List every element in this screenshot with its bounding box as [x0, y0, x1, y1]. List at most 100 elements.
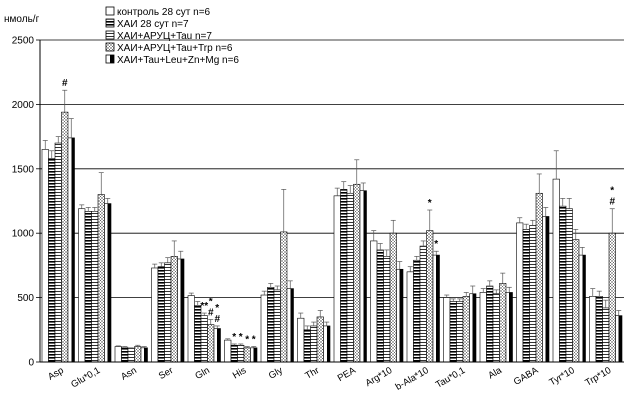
x-tick-label: Trp*10 [583, 365, 613, 389]
bar [250, 347, 258, 363]
x-tick-label: Tyr*10 [547, 365, 576, 388]
bar [140, 347, 148, 363]
bar [406, 271, 414, 363]
bar [230, 344, 238, 363]
significance-marker: * [232, 332, 236, 343]
bar [389, 232, 397, 363]
y-tick-label: 500 [17, 293, 34, 304]
bar [310, 325, 318, 363]
legend-swatch [105, 42, 115, 52]
bar [104, 203, 112, 363]
bar [486, 285, 494, 363]
error-bars [42, 89, 622, 349]
bar [97, 194, 105, 363]
bar [529, 225, 537, 363]
x-tick-label: Tau*0,1 [434, 365, 467, 391]
bar [187, 295, 195, 363]
bar [151, 267, 159, 363]
significance-marker: * [434, 239, 438, 250]
bar [449, 301, 457, 363]
y-tick-label: 1500 [12, 164, 35, 175]
legend-label: ХАИ+Tau+Leu+Zn+Mg n=6 [117, 55, 239, 66]
bar [207, 324, 215, 363]
y-tick-label: 2500 [12, 36, 35, 47]
legend-label: ХАИ+АРУЦ+Tau+Trp n=6 [117, 43, 233, 54]
bar [552, 178, 560, 363]
bars [41, 111, 623, 363]
significance-marker: * [215, 303, 219, 314]
bar [61, 111, 69, 363]
x-tick-label: GABA [512, 365, 541, 388]
bar [164, 262, 172, 363]
bar [273, 289, 281, 363]
x-tick-label: Asp [46, 365, 66, 383]
bar [522, 229, 530, 363]
bar [200, 315, 208, 363]
x-tick-label: His [231, 365, 249, 382]
bar [170, 256, 178, 363]
significance-marker: * [252, 335, 256, 346]
legend-swatch [105, 6, 115, 16]
bar [542, 216, 550, 363]
bar [194, 305, 202, 363]
bar [84, 211, 92, 363]
legend-swatch [105, 54, 115, 64]
bar [353, 183, 361, 363]
significance-marker: # [609, 197, 615, 208]
legend-swatch [105, 18, 115, 28]
bar [516, 222, 524, 363]
significance-marker: # [62, 78, 68, 89]
bar [608, 232, 616, 363]
bar [479, 292, 487, 363]
bar [578, 254, 586, 363]
bar [443, 297, 451, 363]
x-tick-label: Gln [193, 365, 211, 382]
bar [177, 258, 185, 363]
y-tick-label: 0 [28, 358, 34, 369]
bar [260, 294, 268, 363]
bar [243, 347, 251, 363]
y-tick-label: 1000 [12, 229, 35, 240]
bar [559, 205, 567, 363]
bar [432, 254, 440, 363]
y-axis-label: нмоль/г [4, 14, 40, 25]
significance-marker: * [239, 332, 243, 343]
bar [462, 296, 470, 363]
y-tick-label: 2000 [12, 100, 35, 111]
significance-marker: # [214, 314, 220, 325]
y-axis-ticks: 0 500 1000 1500 2000 2500 [12, 36, 40, 369]
bar [426, 230, 434, 363]
bar [78, 208, 86, 363]
bar [492, 293, 500, 363]
legend-label: контроль 28 сут n=6 [117, 7, 211, 18]
x-tick-label: Ser [157, 365, 175, 382]
x-tick-label: b-Ala*10 [394, 365, 431, 393]
x-tick-label: PEA [336, 365, 359, 384]
bar [340, 189, 348, 363]
bar [456, 301, 464, 363]
bar [383, 256, 391, 363]
bar [565, 208, 573, 363]
significance-marker: * [610, 186, 614, 197]
bar [237, 344, 245, 363]
bar [286, 288, 294, 363]
significance-marker: # [208, 307, 214, 318]
bar [396, 268, 404, 363]
x-tick-label: Glu*0,1 [69, 365, 102, 390]
bar [505, 292, 513, 363]
significance-marker: ** [200, 301, 208, 312]
bar [602, 307, 610, 363]
bar [213, 328, 221, 363]
bar [134, 346, 142, 363]
significance-marker: * [428, 198, 432, 209]
bar [469, 293, 477, 363]
bar [127, 348, 135, 363]
bar [54, 142, 62, 363]
significance-marker: * [245, 335, 249, 346]
bar [280, 231, 288, 363]
bar [589, 296, 597, 363]
x-axis-ticks: Asp Glu*0,1 Asn Ser Gln His Gly Thr PEA Arg*10 b-A… [46, 365, 613, 393]
bar [48, 158, 56, 363]
